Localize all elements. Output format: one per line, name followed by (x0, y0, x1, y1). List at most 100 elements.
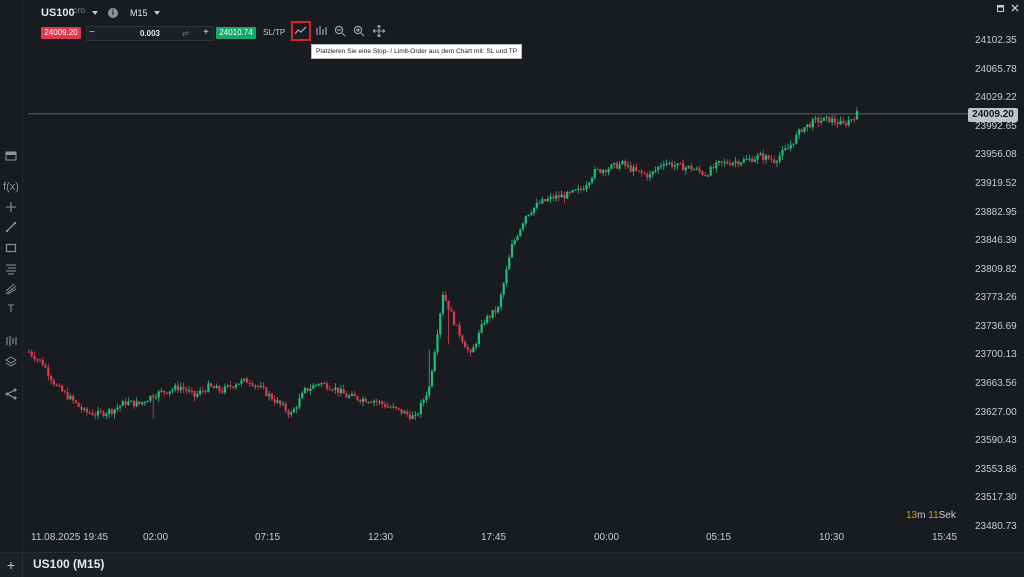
rectangle-icon[interactable] (3, 240, 19, 256)
candle-body (817, 118, 820, 123)
line-order-button[interactable] (291, 21, 311, 41)
candle-body (825, 116, 828, 118)
candle-body (290, 412, 293, 415)
quantity-reset-icon[interactable]: ⇄ (182, 29, 189, 38)
zoom-in-icon[interactable] (353, 25, 365, 37)
candle-body (502, 283, 505, 295)
quantity-increase-button[interactable]: + (203, 27, 209, 38)
quantity-input[interactable]: 0.003 (139, 29, 161, 38)
candle-body (408, 414, 411, 420)
candle-body (579, 188, 583, 191)
zoom-out-icon[interactable] (334, 25, 346, 37)
timeframe-dropdown-icon[interactable] (154, 11, 160, 15)
crosshair-move-icon[interactable] (373, 25, 385, 37)
add-chart-button[interactable]: + (0, 553, 23, 577)
collapse-panel-icon[interactable] (3, 148, 19, 164)
fib-icon[interactable] (3, 261, 19, 277)
candle-body (582, 189, 585, 191)
candle-body (621, 161, 624, 165)
candle-body (110, 409, 113, 414)
candle-body (436, 334, 439, 353)
candle-body (491, 310, 494, 318)
candle-body (69, 395, 72, 400)
candle-body (215, 385, 218, 389)
candle-body (613, 163, 616, 165)
candle-body (828, 116, 831, 123)
close-window-icon[interactable] (1011, 4, 1019, 12)
trendline-icon[interactable] (3, 219, 19, 235)
price-tick-label: 23736.69 (975, 320, 1017, 332)
candle-body (240, 380, 243, 384)
candle-body (204, 390, 207, 392)
sell-price-button[interactable]: 24009.20 (41, 27, 81, 39)
symbol-dropdown-icon[interactable] (92, 11, 98, 15)
drawing-toolbar: f(x) T (0, 0, 23, 552)
quantity-decrease-button[interactable]: − (89, 27, 95, 38)
candle-body (684, 167, 687, 171)
price-tick-label: 23700.13 (975, 349, 1017, 361)
candle-body (563, 194, 566, 199)
info-icon[interactable]: i (108, 8, 118, 18)
candle-body (535, 203, 538, 208)
candle-body (193, 390, 196, 397)
restore-window-icon[interactable] (997, 4, 1005, 12)
candle-body (566, 191, 569, 199)
candle-body (486, 315, 489, 323)
buy-price-button[interactable]: 24010.74 (216, 27, 256, 39)
candle-body (49, 375, 53, 381)
share-icon[interactable] (3, 386, 19, 402)
timeframe-select[interactable]: M15 (130, 8, 148, 18)
sltp-button[interactable]: SL/TP (263, 28, 286, 37)
candle-body (480, 324, 483, 333)
candle-body (174, 385, 177, 390)
candle-body (85, 408, 89, 413)
indicators-icon[interactable] (3, 333, 19, 349)
candle-body (806, 124, 809, 128)
candle-body (444, 294, 447, 301)
candle-body (292, 408, 296, 413)
candle-body (414, 414, 417, 416)
chart-tab-title[interactable]: US100 (M15) (33, 557, 105, 571)
function-icon[interactable]: f(x) (3, 181, 19, 193)
candle-body (168, 391, 171, 394)
candle-body (673, 165, 676, 167)
candle-body (756, 155, 759, 160)
candle-body (323, 383, 326, 385)
candle-body (348, 395, 351, 398)
candle-body (411, 415, 414, 420)
candle-body (381, 401, 384, 405)
candle-body (392, 406, 395, 408)
price-tick-label: 23882.95 (975, 206, 1017, 218)
candle-body (646, 173, 649, 178)
candle-body (458, 324, 461, 336)
candle-body (728, 163, 732, 165)
candle-body (648, 174, 652, 178)
candle-body (670, 162, 674, 167)
candle-body (541, 199, 544, 204)
candle-body (397, 408, 400, 410)
candle-body (698, 168, 701, 172)
crosshair-icon[interactable] (3, 199, 19, 215)
candle-body (256, 385, 260, 387)
symbol-label[interactable]: US100 (41, 7, 75, 19)
candle-body (245, 378, 249, 384)
pitchfork-icon[interactable] (3, 281, 19, 297)
layers-icon[interactable] (3, 354, 19, 370)
candle-body (469, 349, 472, 353)
candle-body (577, 188, 580, 190)
candle-body (516, 236, 519, 241)
quantity-stepper[interactable]: − 0.003 ⇄ + (86, 26, 214, 41)
candle-body (287, 410, 290, 415)
candle-body (657, 166, 660, 171)
candle-body (546, 198, 549, 202)
footer-bar: + US100 (M15) (0, 552, 1024, 577)
text-icon[interactable]: T (7, 303, 15, 315)
candle-body (712, 166, 715, 169)
candle-body (499, 294, 503, 307)
candle-body (306, 388, 309, 391)
candle-body (212, 386, 216, 389)
candle-body (179, 386, 182, 391)
candle-body (428, 386, 431, 396)
indicator-wave-icon[interactable] (316, 25, 328, 37)
